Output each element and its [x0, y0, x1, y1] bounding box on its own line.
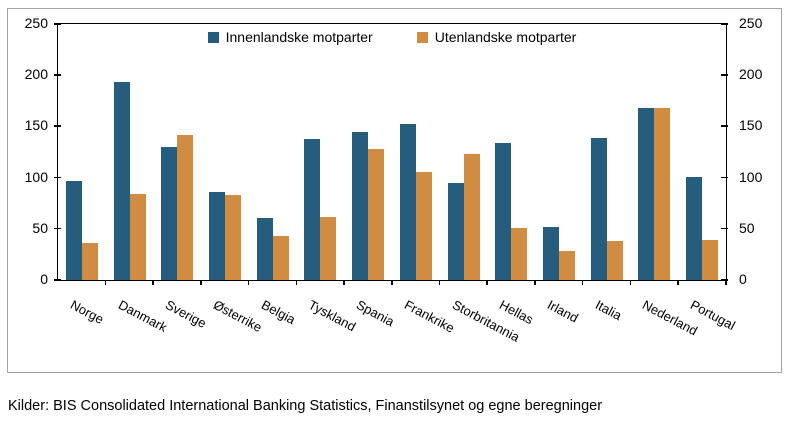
x-axis-tick	[534, 280, 536, 285]
y-axis-label-right: 100	[739, 168, 763, 185]
legend-swatch-innenlandske	[207, 31, 219, 43]
legend-item-utenlandske: Utenlandske motparter	[416, 29, 577, 45]
bar-utenlandske-frankrike	[415, 172, 432, 280]
y-axis-tick-left	[54, 74, 61, 76]
bar-utenlandske-hellas	[511, 227, 528, 280]
x-axis-tick	[200, 280, 202, 285]
legend-label-utenlandske: Utenlandske motparter	[434, 29, 577, 45]
y-axis-tick-left	[54, 279, 61, 281]
bar-innenlandske-storbritannia	[447, 182, 464, 280]
bar-utenlandske-norge	[81, 243, 98, 280]
x-axis-label-norge: Norge	[67, 297, 107, 327]
x-axis-label-italia: Italia	[592, 297, 624, 324]
x-axis-tick	[391, 280, 393, 285]
bar-innenlandske-tyskland	[304, 138, 321, 280]
bar-utenlandske-storbritannia	[463, 154, 480, 280]
bar-utenlandske-belgia	[272, 235, 289, 280]
x-axis-label-sverige: Sverige	[163, 297, 210, 331]
bar-innenlandske-hellas	[495, 142, 512, 280]
bar-utenlandske-danmark	[129, 193, 146, 280]
bar-innenlandske-frankrike	[399, 124, 416, 280]
bar-utenlandske-tyskland	[320, 216, 337, 280]
legend: Innenlandske motparter Utenlandske motpa…	[58, 29, 726, 45]
y-axis-tick-left	[54, 227, 61, 230]
y-axis-tick-right	[721, 125, 728, 127]
bar-innenlandske-nederland	[638, 107, 655, 280]
bar-utenlandske-sverige	[177, 134, 194, 280]
y-axis-tick-right	[721, 176, 728, 179]
bar-utenlandske-irland	[559, 251, 575, 280]
legend-item-innenlandske: Innenlandske motparter	[207, 29, 373, 45]
x-axis-tick	[581, 280, 584, 285]
bar-innenlandske-spania	[352, 131, 369, 280]
y-axis-label-left: 150	[24, 117, 48, 134]
bar-utenlandske-nederland	[654, 107, 671, 280]
y-axis-label-left: 50	[32, 219, 48, 236]
x-axis-label-irland: Irland	[544, 297, 581, 326]
bar-utenlandske-spania	[368, 148, 385, 280]
y-axis-label-left: 200	[24, 66, 48, 83]
y-axis-tick-right	[721, 74, 728, 76]
x-axis-label-østerrike: Østerrike	[210, 297, 265, 336]
x-axis-tick	[725, 280, 727, 285]
y-axis-label-right: 150	[739, 117, 763, 134]
x-axis-tick	[677, 280, 679, 285]
bar-innenlandske-danmark	[113, 82, 130, 280]
x-axis-tick	[629, 280, 632, 285]
x-axis-tick	[152, 280, 154, 285]
bar-innenlandske-portugal	[686, 176, 703, 280]
plot-area: Innenlandske motparter Utenlandske motpa…	[57, 23, 727, 281]
y-axis-tick-left	[54, 176, 61, 179]
y-axis-label-right: 250	[739, 15, 763, 31]
x-axis-tick	[295, 280, 298, 285]
x-axis-label-danmark: Danmark	[115, 297, 170, 336]
bar-utenlandske-italia	[606, 241, 623, 280]
bar-innenlandske-belgia	[256, 217, 273, 280]
legend-label-innenlandske: Innenlandske motparter	[225, 29, 373, 45]
y-axis-tick-right	[721, 227, 728, 230]
x-axis-label-frankrike: Frankrike	[401, 297, 457, 336]
y-axis-tick-right	[721, 279, 728, 281]
y-axis-label-right: 200	[739, 66, 763, 83]
bar-utenlandske-portugal	[702, 240, 719, 280]
x-axis-tick	[247, 280, 250, 285]
y-axis-tick-right	[721, 23, 728, 25]
source-caption: Kilder: BIS Consolidated International B…	[8, 398, 603, 414]
y-axis-tick-left	[54, 125, 61, 127]
bar-innenlandske-sverige	[161, 146, 178, 280]
x-axis-tick	[486, 280, 488, 285]
y-axis-label-right: 50	[739, 219, 755, 236]
y-axis-tick-left	[54, 23, 61, 25]
x-axis-label-spania: Spania	[354, 297, 397, 330]
bar-utenlandske-østerrike	[225, 195, 241, 280]
y-axis-label-right: 0	[739, 271, 747, 287]
bar-innenlandske-norge	[65, 180, 82, 280]
x-axis-tick	[104, 280, 107, 285]
bar-innenlandske-irland	[543, 226, 559, 280]
x-axis-tick	[343, 280, 345, 285]
y-axis-label-left: 250	[24, 15, 48, 31]
bar-innenlandske-italia	[590, 137, 607, 280]
bar-innenlandske-østerrike	[209, 191, 225, 280]
y-axis-label-left: 0	[40, 271, 48, 287]
x-axis-tick	[438, 280, 441, 285]
x-axis-label-belgia: Belgia	[258, 297, 298, 328]
x-axis-label-tyskland: Tyskland	[306, 297, 359, 335]
legend-swatch-utenlandske	[416, 31, 428, 43]
y-axis-label-left: 100	[24, 168, 48, 185]
chart-frame: Innenlandske motparter Utenlandske motpa…	[7, 8, 782, 373]
